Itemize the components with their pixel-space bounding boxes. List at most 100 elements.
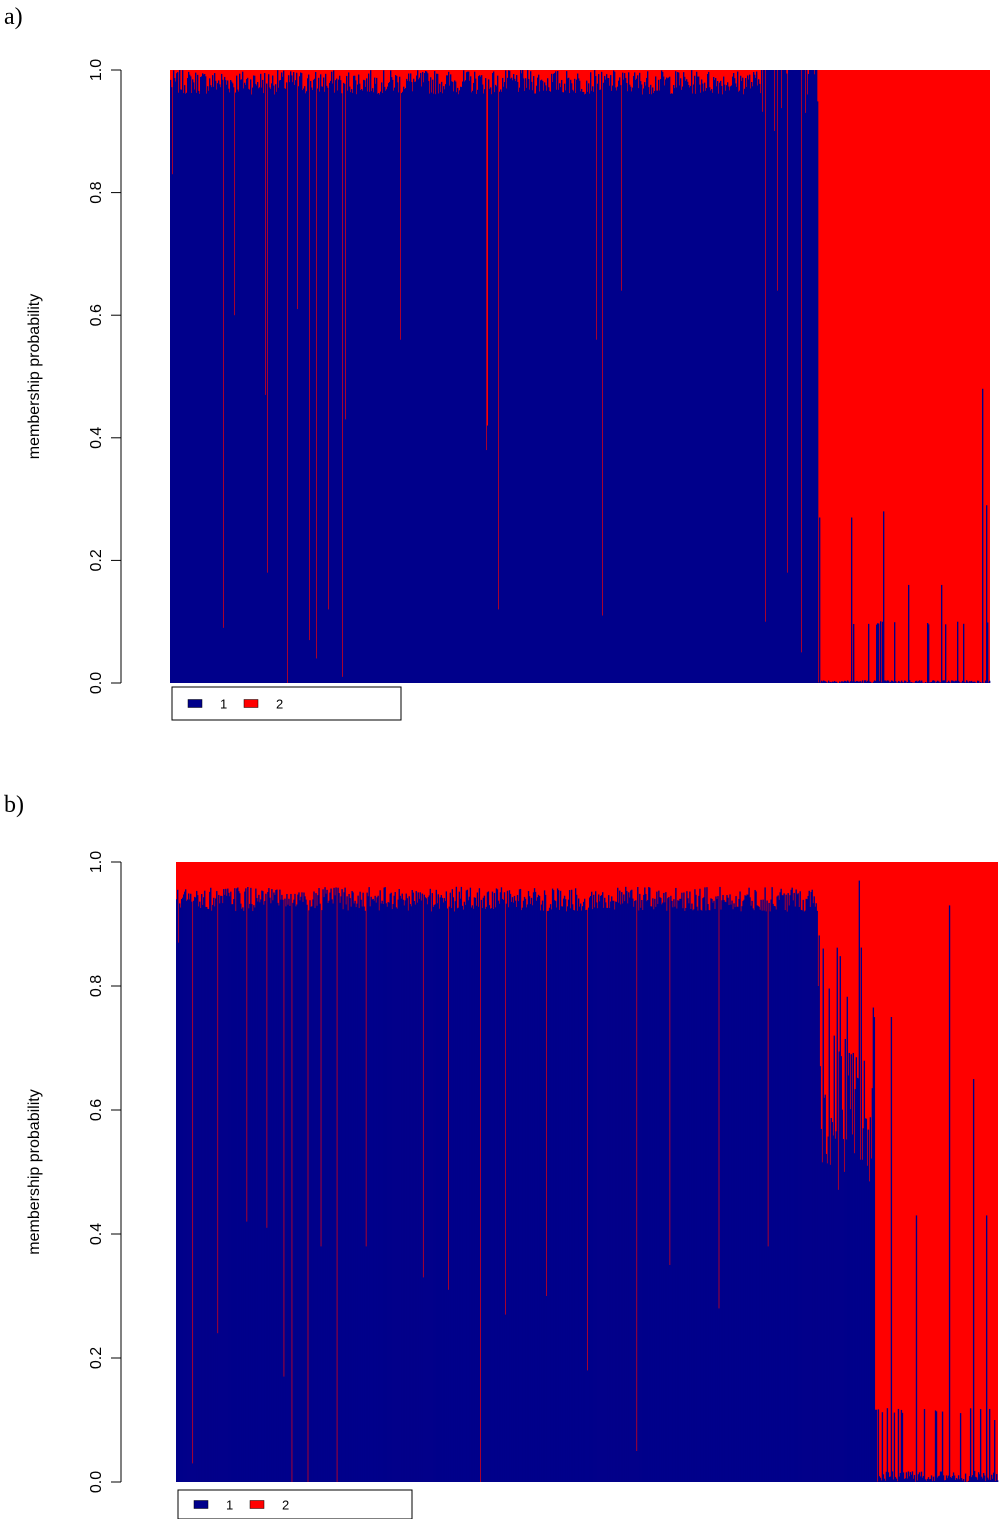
y-tick-label: 0.8 xyxy=(88,975,105,997)
cluster1-bar xyxy=(614,71,616,683)
cluster1-bar xyxy=(394,892,396,1482)
y-tick-label: 0.0 xyxy=(88,672,105,694)
cluster1-bar xyxy=(235,92,237,684)
cluster1-bar xyxy=(202,73,204,684)
cluster1-bar xyxy=(739,891,741,1482)
cluster1-bar xyxy=(255,888,257,1482)
cluster1-bar xyxy=(542,910,545,1482)
cluster1-bar xyxy=(732,76,734,683)
cluster1-bar xyxy=(652,898,654,1482)
cluster1-bar xyxy=(457,87,459,684)
cluster1-bar xyxy=(822,681,824,683)
cluster1-bar xyxy=(237,89,239,683)
cluster1-bar xyxy=(506,88,508,684)
y-tick-label: 0.0 xyxy=(88,1471,105,1493)
cluster1-bar xyxy=(447,75,449,684)
cluster1-bar xyxy=(305,899,307,1482)
cluster1-bar xyxy=(177,889,179,1482)
cluster1-bar xyxy=(200,907,202,1482)
cluster1-bar xyxy=(560,906,563,1482)
cluster1-bar xyxy=(408,73,410,683)
cluster1-bar xyxy=(735,83,737,683)
cluster1-bar xyxy=(496,86,498,684)
cluster1-bar xyxy=(882,621,884,683)
cluster1-bar xyxy=(895,681,897,683)
cluster1-bar xyxy=(788,905,790,1482)
cluster1-bar xyxy=(294,893,296,1482)
cluster1-bar xyxy=(325,73,327,684)
cluster1-bar xyxy=(731,85,733,683)
cluster1-bar xyxy=(240,903,242,1482)
cluster1-bar xyxy=(231,81,233,683)
cluster1-bar xyxy=(275,890,277,1482)
cluster1-bar xyxy=(346,75,348,684)
cluster1-bar xyxy=(239,893,241,1482)
cluster1-bar xyxy=(945,624,947,683)
cluster1-bar xyxy=(762,111,764,683)
cluster1-bar xyxy=(278,905,280,1482)
cluster1-bar xyxy=(759,83,761,683)
cluster1-bar xyxy=(644,887,646,1482)
cluster1-bar xyxy=(491,94,493,683)
cluster1-bar xyxy=(258,894,260,1482)
cluster1-bar xyxy=(507,77,509,683)
cluster1-bar xyxy=(883,511,885,683)
cluster1-bar xyxy=(284,88,286,683)
cluster1-bar xyxy=(468,71,470,683)
cluster1-bar xyxy=(623,79,625,683)
cluster1-bar xyxy=(911,1471,914,1482)
cluster1-bar xyxy=(661,904,663,1482)
cluster1-bar xyxy=(656,90,658,683)
cluster1-bar xyxy=(270,89,272,684)
cluster1-bar xyxy=(535,93,537,683)
cluster1-bar xyxy=(619,77,621,684)
cluster1-bar xyxy=(546,911,549,1482)
cluster1-bar xyxy=(969,1408,972,1482)
cluster1-bar xyxy=(629,84,631,683)
cluster1-bar xyxy=(709,910,711,1482)
cluster1-bar xyxy=(764,70,766,683)
cluster1-bar xyxy=(437,894,439,1482)
cluster1-bar xyxy=(460,86,462,683)
cluster1-bar xyxy=(663,76,665,683)
cluster1-bar xyxy=(989,1479,992,1482)
cluster1-bar xyxy=(780,888,782,1482)
cluster1-bar xyxy=(801,652,803,683)
cluster1-bar xyxy=(880,1480,883,1482)
cluster1-bar xyxy=(681,892,683,1482)
cluster1-bar xyxy=(807,94,809,683)
cluster1-bar xyxy=(519,87,521,683)
cluster1-bar xyxy=(259,902,261,1482)
cluster1-bar xyxy=(584,910,587,1482)
cluster1-bar xyxy=(777,290,779,683)
cluster1-bar xyxy=(538,896,541,1482)
cluster1-bar xyxy=(683,72,685,683)
cluster1-bar xyxy=(726,85,728,683)
cluster1-bar xyxy=(458,891,461,1482)
cluster1-bar xyxy=(725,90,727,683)
cluster1-bar xyxy=(448,71,450,683)
cluster1-bar xyxy=(882,1474,885,1482)
cluster1-bar xyxy=(714,80,716,683)
cluster1-bar xyxy=(328,609,330,683)
cluster1-bar xyxy=(451,889,454,1482)
cluster1-bar xyxy=(532,90,534,683)
cluster1-bar xyxy=(279,889,281,1482)
cluster1-bar xyxy=(433,905,435,1482)
cluster1-bar xyxy=(791,70,793,683)
cluster1-bar xyxy=(345,419,347,683)
cluster1-bar xyxy=(740,911,742,1482)
cluster1-bar xyxy=(817,986,819,1482)
cluster1-bar xyxy=(796,70,798,683)
cluster1-bar xyxy=(289,906,291,1482)
cluster1-bar xyxy=(294,84,296,683)
cluster1-bar xyxy=(288,898,290,1482)
cluster1-bar xyxy=(477,906,480,1482)
cluster1-bar xyxy=(734,907,736,1482)
cluster1-bar xyxy=(948,905,951,1482)
cluster1-bar xyxy=(978,680,980,683)
cluster1-bar xyxy=(531,905,534,1482)
cluster1-bar xyxy=(339,902,341,1482)
cluster1-bar xyxy=(861,1159,864,1482)
cluster1-bar xyxy=(741,906,743,1482)
